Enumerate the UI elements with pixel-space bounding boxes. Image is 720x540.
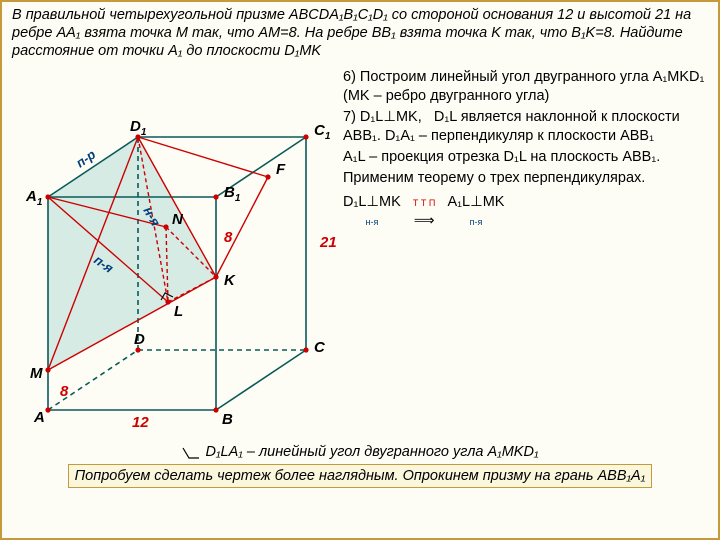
svg-text:L: L [174,303,183,320]
svg-text:8: 8 [224,229,233,246]
svg-text:K: K [224,272,236,289]
step6: 6) Построим линейный угол двугранного уг… [343,68,712,106]
svg-text:F: F [276,161,286,178]
svg-text:A1: A1 [25,188,43,208]
svg-text:B: B [222,411,233,428]
step7: 7) D₁L⊥MK, D₁L является наклонной к плос… [343,108,712,146]
svg-text:12: 12 [132,414,149,431]
footer-angle: D₁LA₁ – линейный угол двугранного угла A… [12,444,708,460]
solution-text: 6) Построим линейный угол двугранного уг… [343,62,712,442]
svg-text:D: D [134,331,145,348]
footer-note: Попробуем сделать чертеж более наглядным… [68,464,653,488]
step7d: Применим теорему о трех перпендикулярах. [343,169,712,188]
diagram: ABCDA1B1C1D1MKFNL128821п-рн-яп-я [8,62,343,442]
implication: D₁L⊥MK н-я Т Т П ⟹ A₁L⊥MK п-я [343,193,712,231]
svg-text:21: 21 [319,234,337,251]
problem-text: В правильной четырехугольной призме ABCD… [2,2,718,62]
step7c: A₁L – проекция отрезка D₁L на плоскость … [343,148,712,167]
svg-text:C: C [314,339,326,356]
svg-text:A: A [33,409,45,426]
svg-text:C1: C1 [314,122,331,142]
svg-text:N: N [172,211,184,228]
svg-text:B1: B1 [224,184,241,204]
svg-text:8: 8 [60,383,69,400]
svg-text:M: M [30,365,43,382]
